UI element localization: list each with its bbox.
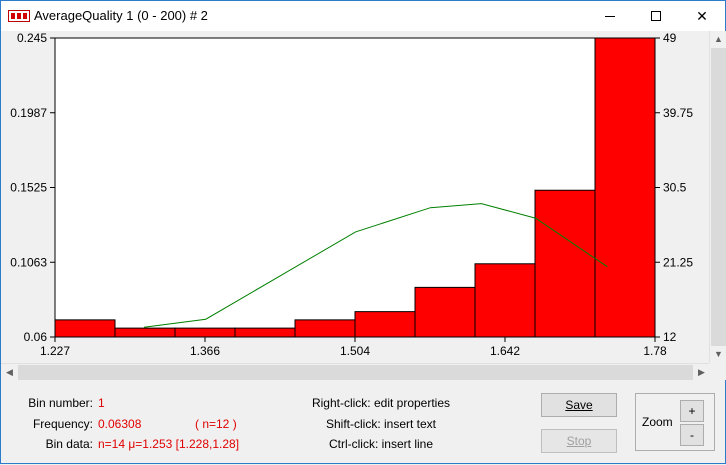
scroll-right-icon[interactable]: ▶ [698,367,705,377]
close-button[interactable]: ✕ [679,1,725,31]
zoom-out-button[interactable]: - [680,424,704,446]
hint-ctrl-click: Ctrl-click: insert line [328,437,433,451]
histogram-bar[interactable] [234,327,296,338]
y-right-tick-label: 21.25 [663,255,693,269]
close-icon: ✕ [696,8,708,24]
histogram-bar[interactable] [174,327,236,338]
title-bar[interactable]: AverageQuality 1 (0 - 200) # 2 ✕ [1,1,725,31]
histogram-bar[interactable] [54,319,116,338]
x-tick-label: 1.504 [340,344,370,358]
y-left-tick-label: 0.1987 [10,106,47,120]
chart-area[interactable]: 0.06 0.1063 0.1525 0.1987 0.245 12 21.25 30.5 3… [1,31,710,363]
horizontal-scroll-thumb[interactable] [18,365,693,380]
histogram-bar[interactable] [534,189,596,338]
zoom-control: Zoom + - [635,393,715,451]
bin-data-value: n=14 μ=1.253 [1.228,1.28] [98,437,240,451]
scroll-up-icon[interactable]: ▲ [714,34,723,44]
bin-number-label: Bin number: [28,396,93,410]
info-panel: Bin number: 1 Frequency: 0.06308 ( n=12 … [1,381,725,465]
y-right-tick-label: 49 [663,31,677,45]
histogram-chart[interactable]: 0.06 0.1063 0.1525 0.1987 0.245 12 21.25 30.5 3… [1,31,710,363]
minimize-button[interactable] [587,1,633,31]
y-right-tick-label: 12 [663,330,677,344]
scrollbar-corner [709,363,726,380]
stop-button-label: Stop [566,434,592,448]
y-left-tick-label: 0.245 [17,31,47,45]
histogram-bar[interactable] [354,311,416,338]
bin-number-value: 1 [98,396,105,410]
scroll-down-icon[interactable]: ▼ [714,349,723,359]
y-left-tick-label: 0.1063 [10,255,47,269]
histogram-bar[interactable] [594,37,656,338]
histogram-bar[interactable] [474,263,536,338]
minimize-icon [605,16,615,17]
vertical-scroll-thumb[interactable] [711,48,726,346]
frequency-value: 0.06308 [98,417,142,431]
frequency-count: ( n=12 ) [195,417,237,431]
y-left-tick-label: 0.06 [24,330,48,344]
histogram-bar[interactable] [114,327,176,338]
histogram-bar[interactable] [294,319,356,338]
hint-shift-click: Shift-click: insert text [325,417,437,431]
bin-data-label: Bin data: [45,437,93,451]
zoom-label: Zoom [642,415,673,429]
zoom-in-button[interactable]: + [680,400,704,422]
distribution-curve [143,203,608,328]
save-button[interactable]: Save [541,393,617,417]
x-tick-label: 1.366 [190,344,220,358]
x-tick-label: 1.642 [490,344,520,358]
scroll-left-icon[interactable]: ◀ [6,367,13,377]
x-tick-label: 1.227 [40,344,70,358]
vertical-scrollbar[interactable]: ▲ ▼ [709,31,726,363]
y-left-tick-label: 0.1525 [10,181,47,195]
save-button-label: Save [565,398,593,412]
window-title: AverageQuality 1 (0 - 200) # 2 [34,8,208,23]
maximize-icon [651,11,661,21]
y-right-tick-label: 30.5 [663,181,687,195]
x-tick-label: 1.78 [643,344,667,358]
frequency-label: Frequency: [32,417,93,431]
hint-right-click: Right-click: edit properties [311,396,451,410]
maximize-button[interactable] [633,1,679,31]
app-logo-icon [8,10,30,22]
y-right-tick-label: 39.75 [663,106,693,120]
horizontal-scrollbar[interactable]: ◀ ▶ [1,363,710,380]
histogram-bar[interactable] [414,286,476,338]
stop-button[interactable]: Stop [541,429,617,453]
